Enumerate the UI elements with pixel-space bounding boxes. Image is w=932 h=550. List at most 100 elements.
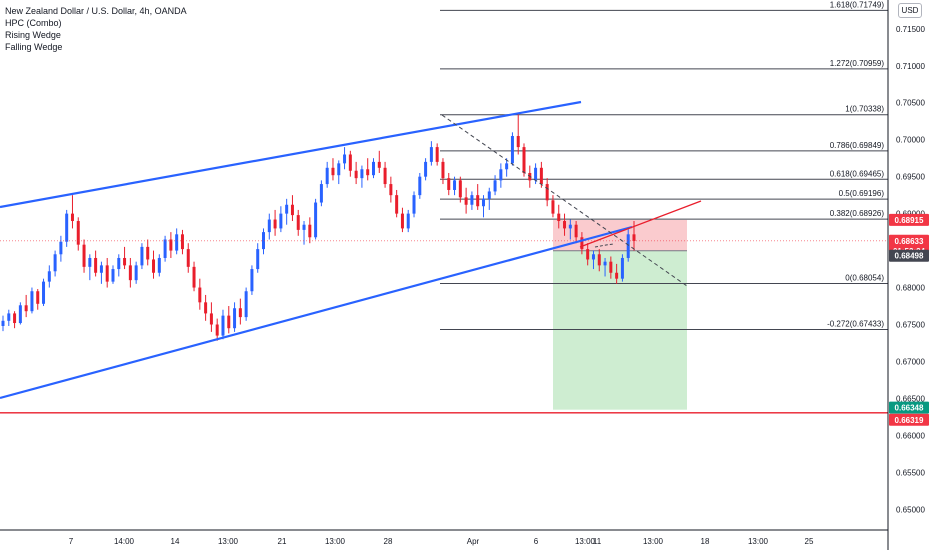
candle [389,176,393,203]
time-tick-label: 18 [701,537,710,546]
currency-button[interactable]: USD [898,3,922,18]
target-zone [553,250,687,410]
candle [545,178,549,207]
candle [557,204,561,229]
dashed-bounce-line [594,243,615,248]
candle [273,209,277,236]
candle [609,256,613,279]
candle [221,309,225,340]
candle [99,261,103,284]
candle [487,187,491,210]
time-tick-label: 28 [384,537,393,546]
candle [256,243,260,273]
candle [319,180,323,207]
position-zones [553,219,687,410]
candle [296,209,300,236]
price-tick-label: 0.70500 [896,99,925,108]
candle [366,158,370,181]
candle [441,158,445,185]
candle [597,249,601,272]
candle [279,206,283,233]
candle [262,228,266,255]
candle [580,232,584,255]
candle [204,294,208,321]
time-tick-label: 25 [805,537,814,546]
time-tick-label: 13:00 [325,537,346,546]
candle [551,195,555,218]
candle [128,257,132,288]
candle [418,172,422,199]
candle [7,309,11,326]
wedge-upper-line [0,100,582,209]
candle [146,239,150,266]
candle [325,161,329,188]
candle [493,175,497,196]
candle [615,263,619,284]
candle [180,229,184,255]
time-tick-label: 14 [171,537,180,546]
candle [574,221,578,244]
dashed-trend-line [441,114,688,287]
candle [464,187,468,214]
candle [424,158,428,181]
candle [620,254,624,282]
indicator-hpc[interactable]: HPC (Combo) [5,18,62,28]
candle [435,143,439,166]
candle [308,217,312,244]
time-tick-label: 14:00 [114,537,135,546]
candle [568,219,572,240]
time-tick-label: 13:00 [218,537,239,546]
candle [134,261,138,284]
candle [192,261,196,292]
candle [238,298,242,325]
candles [1,113,636,341]
trend-lines [0,100,888,414]
candle [429,141,433,166]
fib-level-label: 0.618(0.69465) [830,169,885,178]
axis-price-label: 0.68915 [889,213,929,226]
candle [65,209,69,247]
candle [157,254,161,277]
svg-text:0.68498: 0.68498 [895,252,924,261]
candle [18,302,22,325]
candle [152,250,156,279]
red-trend-line [579,200,702,248]
price-labels: 0.689150.6863301:53:240.684980.663480.66… [889,213,929,426]
candle [53,250,57,277]
candle [36,289,40,310]
stop-zone [553,219,687,251]
price-tick-label: 0.70000 [896,136,925,145]
candle [337,160,341,185]
fib-level-label: 0(0.68054) [845,274,884,283]
candle [94,250,98,277]
candle [267,213,271,240]
price-tick-label: 0.71500 [896,25,925,34]
candle [539,161,543,188]
axis-price-label: 0.66348 [889,401,929,414]
candle [70,195,74,229]
indicator-falling-wedge[interactable]: Falling Wedge [5,42,63,52]
candle [76,217,80,251]
candle [400,207,404,233]
fib-level-label: 1.618(0.71749) [830,0,885,9]
indicator-rising-wedge[interactable]: Rising Wedge [5,30,61,40]
candle [13,311,17,329]
candle [30,287,34,314]
candle [395,189,399,218]
candle [383,161,387,188]
candle [470,191,474,210]
candle [481,195,485,218]
candle [447,172,451,196]
price-tick-label: 0.67500 [896,321,925,330]
candle [476,184,480,210]
candle [377,150,381,173]
symbol-title[interactable]: New Zealand Dollar / U.S. Dollar, 4h, OA… [5,6,187,16]
candle [302,221,306,245]
time-tick-label: 6 [534,537,539,546]
time-tick-label: 11 [593,537,602,546]
price-tick-label: 0.69500 [896,173,925,182]
price-tick-label: 0.68000 [896,284,925,293]
fib-level-label: 1.272(0.70959) [830,59,885,68]
